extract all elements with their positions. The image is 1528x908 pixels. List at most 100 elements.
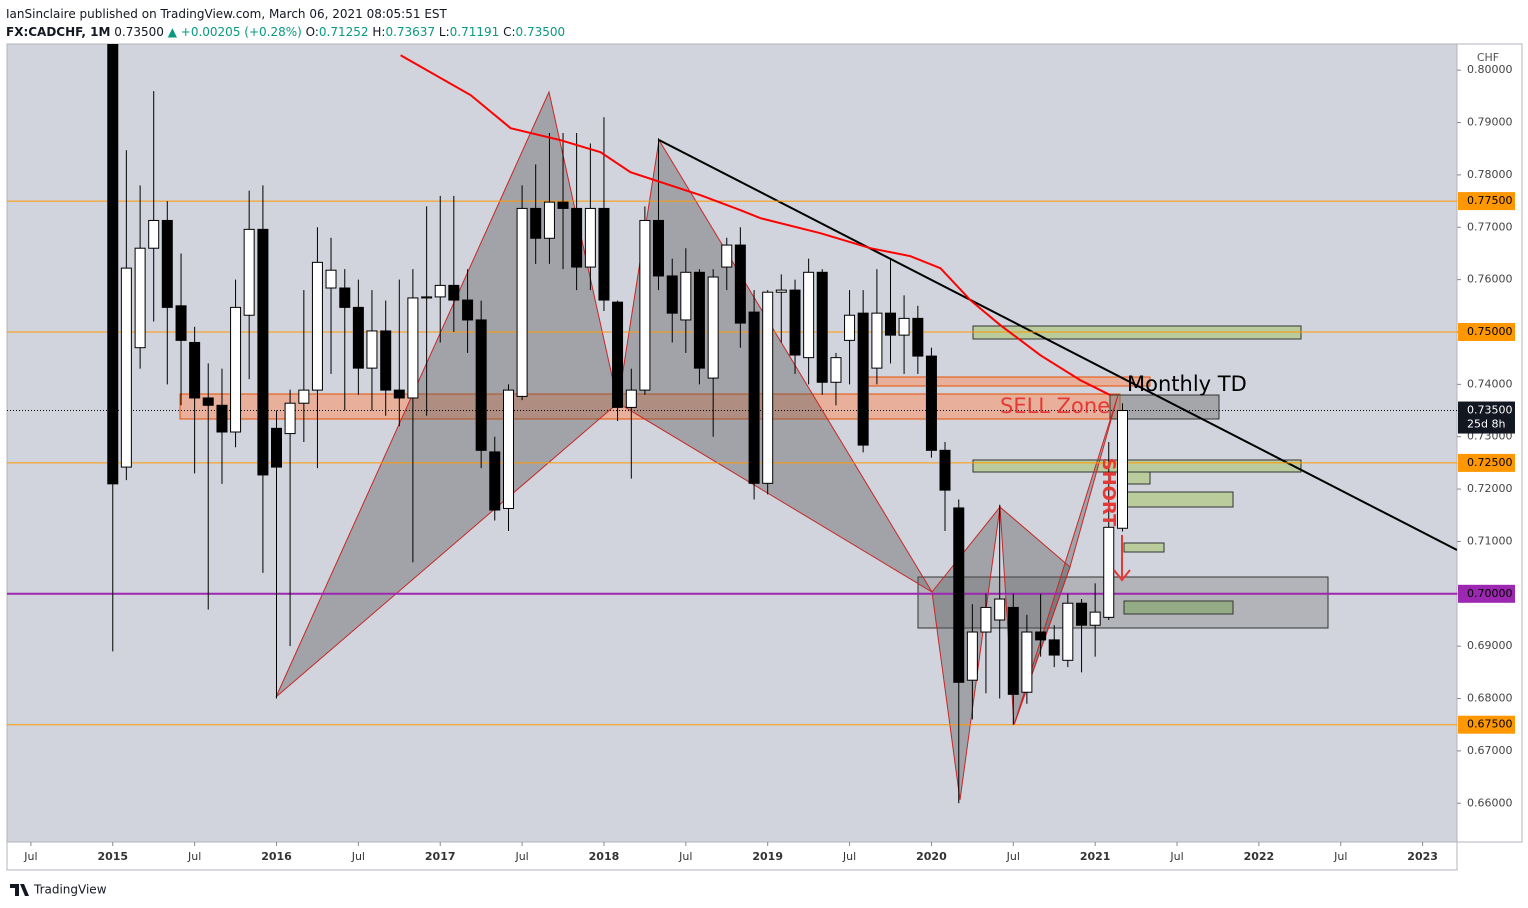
candle-body xyxy=(939,449,951,491)
candle-body xyxy=(1035,631,1047,641)
candle-body xyxy=(448,284,460,301)
candle-body xyxy=(1076,602,1088,626)
overlays: SELL Zone Monthly TD SHORT xyxy=(1000,372,1247,582)
candle-body xyxy=(380,330,392,391)
candle-body xyxy=(434,284,446,298)
candle-body xyxy=(311,261,323,391)
x-tick-label: 2020 xyxy=(916,850,947,863)
sell-zone-label: SELL Zone xyxy=(1000,394,1110,418)
level-tag-label: 0.72500 xyxy=(1467,456,1513,469)
candle-body xyxy=(1048,639,1060,656)
candle-body xyxy=(462,299,474,321)
y-tick-label: 0.78000 xyxy=(1467,168,1513,181)
zone-box xyxy=(1123,600,1234,615)
candle-body xyxy=(530,207,542,239)
candle-body xyxy=(816,271,828,383)
candle-body xyxy=(557,201,569,209)
candle-body xyxy=(543,201,555,239)
symbol: FX:CADCHF, 1M xyxy=(6,25,111,39)
candle-body xyxy=(844,314,856,341)
x-tick-label: 2022 xyxy=(1244,850,1275,863)
change: ▲ +0.00205 (+0.28%) xyxy=(167,25,302,39)
drawings xyxy=(179,90,1457,801)
logo-icon xyxy=(10,884,29,896)
x-tick-label: 2015 xyxy=(97,850,128,863)
x-tick-label: Jul xyxy=(187,850,201,863)
monthly-td-label: Monthly TD xyxy=(1127,372,1247,396)
candle-body xyxy=(693,271,705,369)
candle-body xyxy=(339,287,351,308)
price: 0.73500 xyxy=(114,25,164,39)
series xyxy=(7,44,1457,804)
y-tick-label: 0.67000 xyxy=(1467,744,1513,757)
candle-body xyxy=(762,291,774,484)
zone-box xyxy=(864,376,1151,387)
candle-body xyxy=(666,275,678,314)
candle-body xyxy=(489,451,501,511)
ohlc-o: 0.71252 xyxy=(318,25,369,39)
level-tag xyxy=(1458,322,1515,341)
candle-body xyxy=(721,244,733,268)
moving-average xyxy=(400,54,1111,397)
header: IanSinclaire published on TradingView.co… xyxy=(6,5,565,41)
x-tick-label: Jul xyxy=(351,850,365,863)
candle-body xyxy=(216,404,228,433)
candle-body xyxy=(884,312,896,336)
candle-body xyxy=(161,219,173,308)
x-tick-label: Jul xyxy=(514,850,528,863)
candle-body xyxy=(857,312,869,446)
short-arrow xyxy=(1113,535,1131,582)
y-tick-label: 0.72000 xyxy=(1467,482,1513,495)
y-tick-label: 0.74000 xyxy=(1467,377,1513,390)
candle-body xyxy=(475,319,487,451)
level-tag xyxy=(1458,453,1515,472)
y-tick-label: 0.71000 xyxy=(1467,534,1513,547)
y-tick-label: 0.80000 xyxy=(1467,63,1513,76)
candle-body xyxy=(680,271,692,321)
candle-body xyxy=(707,276,719,379)
candle-body xyxy=(230,306,242,433)
candle-body xyxy=(1021,631,1033,693)
candle-body xyxy=(189,341,201,399)
candle-body xyxy=(571,207,583,268)
candle-body xyxy=(652,219,664,277)
candle-body xyxy=(898,317,910,336)
zone-box xyxy=(972,325,1302,340)
candle-body xyxy=(912,317,924,357)
candle-body xyxy=(148,219,160,249)
ohlc-c-label: C: xyxy=(503,25,516,39)
ohlc-h: 0.73637 xyxy=(385,25,436,39)
axis-unit: CHF xyxy=(1477,51,1499,64)
candle-body xyxy=(803,271,815,359)
candle-body xyxy=(871,312,883,369)
candle-body xyxy=(503,389,515,509)
candle-body xyxy=(325,269,337,289)
time-axis xyxy=(6,841,1458,871)
candle-body xyxy=(257,228,269,476)
candle-body xyxy=(994,598,1006,621)
candle-body xyxy=(407,297,419,399)
candle-body xyxy=(830,357,842,383)
ohlc-h-label: H: xyxy=(372,25,386,39)
axes: 0.66000 0.67000 0.68000 0.69000 0.70000 0.710… xyxy=(23,63,1515,863)
candle-body xyxy=(120,267,132,468)
candle-body xyxy=(734,244,746,324)
y-tick-label: 0.76000 xyxy=(1467,273,1513,286)
candle-body xyxy=(1089,611,1101,626)
candle-body xyxy=(271,427,283,468)
x-tick-label: 2021 xyxy=(1080,850,1111,863)
candle-body xyxy=(298,389,310,404)
y-tick-label: 0.69000 xyxy=(1467,639,1513,652)
candle-body xyxy=(1062,602,1074,661)
candle-body xyxy=(175,305,187,341)
x-tick-label: Jul xyxy=(1333,850,1347,863)
level-tag xyxy=(1458,584,1515,603)
last-price-label: 0.73500 xyxy=(1467,404,1513,417)
candle-body xyxy=(748,311,760,484)
x-tick-label: 2018 xyxy=(589,850,620,863)
price-axis xyxy=(1456,43,1523,843)
candle-body xyxy=(516,207,528,397)
candle-body xyxy=(789,289,801,356)
candle-body xyxy=(202,397,214,406)
